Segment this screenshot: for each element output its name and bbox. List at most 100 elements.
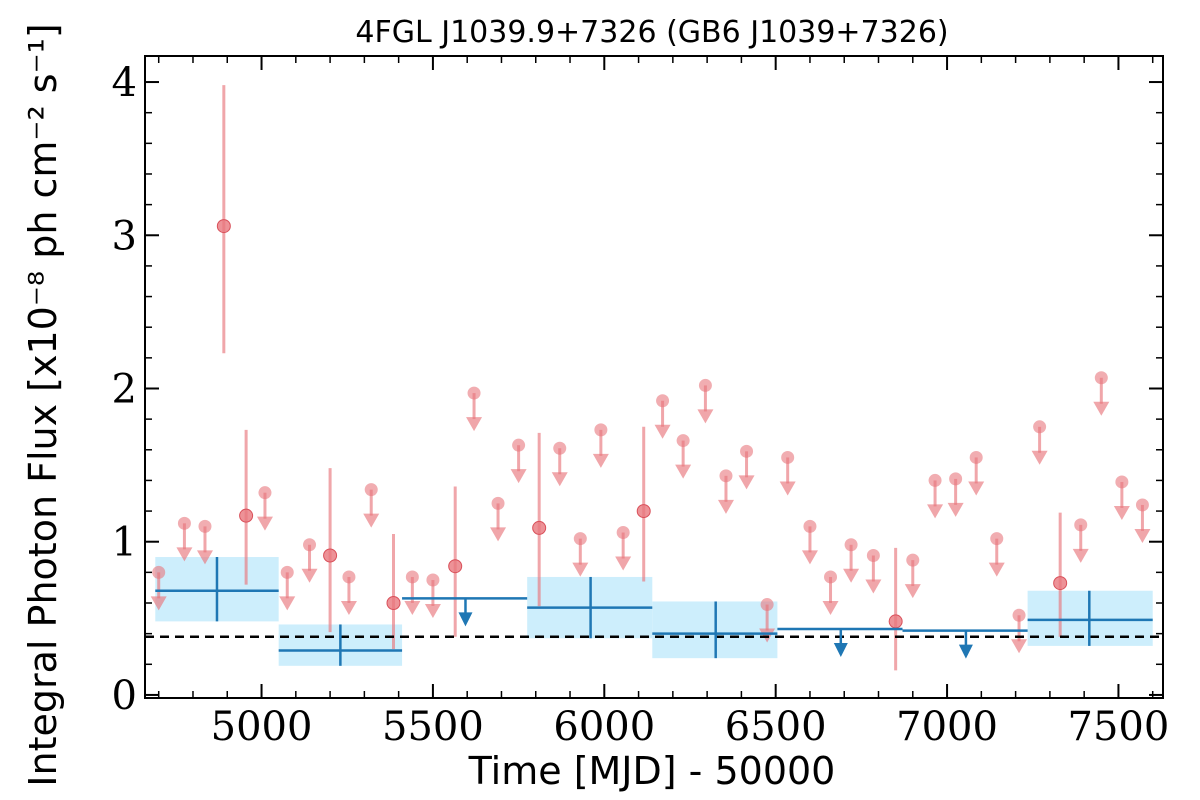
short-bin-point [448, 559, 463, 574]
short-bin-upper-limit-point [258, 486, 272, 500]
short-bin-upper-limit-arrow [466, 417, 483, 432]
long-bin-upper-limit-arrow [833, 643, 848, 658]
short-bin-upper-limit-arrow [822, 600, 839, 615]
short-bin-upper-limit-arrow [551, 472, 568, 487]
short-bin-upper-limit-point [676, 434, 690, 448]
short-bin-upper-limit-point [573, 532, 587, 546]
short-bin-upper-limit-point [949, 472, 963, 486]
x-tick-label: 7000 [896, 704, 998, 750]
axes: 5000 5500 6000 6500 7000 7500 0 1 2 3 4 [112, 55, 1169, 750]
x-tick-label: 5500 [382, 704, 484, 750]
short-bin-upper-limit-point [1135, 498, 1149, 512]
short-bin-upper-limit-point [280, 565, 294, 579]
short-bin-upper-limit-arrow [279, 596, 296, 611]
short-bin-point [888, 614, 903, 629]
short-bin-upper-limit-arrow [675, 464, 692, 479]
short-bin-upper-limit-point [906, 553, 920, 567]
y-tick-label: 4 [112, 60, 137, 106]
y-tick-label: 0 [112, 673, 137, 719]
long-bin-upper-limit-arrow [458, 612, 473, 627]
short-bin-point [216, 219, 231, 234]
short-bin-point [636, 504, 651, 519]
short-bin-upper-limit-point [1094, 371, 1108, 385]
short-bin-upper-limit-point [740, 444, 754, 458]
short-bin-upper-limit-arrow [717, 499, 734, 514]
short-bin-upper-limit-point [928, 473, 942, 487]
short-bin-point [1053, 576, 1068, 591]
short-bin-upper-limit-arrow [697, 409, 714, 424]
short-bin-upper-limit-arrow [801, 550, 818, 565]
short-bin-point [386, 596, 401, 611]
short-bin-upper-limit-point [512, 438, 526, 452]
short-bin-upper-limit-point [803, 519, 817, 533]
short-bin-upper-limit-point [594, 423, 608, 437]
chart-title: 4FGL J1039.9+7326 (GB6 J1039+7326) [355, 15, 948, 50]
y-tick-label: 2 [112, 366, 137, 412]
short-bin-upper-limit-point [1033, 420, 1047, 434]
short-bin-upper-limit-arrow [947, 502, 964, 517]
short-bin-upper-limit-point [198, 519, 212, 533]
short-bin-upper-limit-arrow [988, 562, 1005, 577]
short-bin-upper-limit-point [616, 526, 630, 540]
short-bin-upper-limit-arrow [363, 513, 380, 528]
plot-frame [144, 55, 1164, 699]
x-axis-label: Time [MJD] - 50000 [468, 749, 836, 793]
short-bin-upper-limit-point [1115, 475, 1129, 489]
short-bin-upper-limit-arrow [592, 453, 609, 468]
short-bin-upper-limit-arrow [865, 579, 882, 594]
short-bin-upper-limit-point [719, 469, 733, 483]
short-bin-upper-limit-arrow [927, 504, 944, 519]
short-bin-upper-limit-point [405, 570, 419, 584]
short-bin-upper-limit-point [364, 483, 378, 497]
short-bin-upper-limit-point [491, 496, 505, 510]
long-bin-upper-limit-arrow [958, 644, 973, 659]
short-bin-point [532, 520, 547, 535]
short-bin-upper-limit-arrow [968, 481, 985, 496]
short-bin-upper-limit-point [781, 450, 795, 464]
short-bin-upper-limit-arrow [654, 424, 671, 439]
short-bin-upper-limit-arrow [301, 568, 318, 583]
plot-area [145, 85, 1163, 671]
short-bin-upper-limit-arrow [779, 481, 796, 496]
short-bin-upper-limit-point [152, 565, 166, 579]
short-bin-upper-limit-arrow [176, 547, 193, 562]
y-axis-label: Integral Photon Flux [x10⁻⁸ ph cm⁻² s⁻¹] [21, 23, 65, 786]
short-bin-upper-limit-arrow [904, 584, 921, 599]
y-tick-label: 1 [112, 520, 137, 566]
short-bin-upper-limit-arrow [510, 469, 527, 484]
short-bin-upper-limit-point [760, 598, 774, 612]
short-bin-upper-limit-arrow [1072, 548, 1089, 563]
x-tick-label: 6500 [725, 704, 827, 750]
short-bin-upper-limit-arrow [424, 604, 441, 619]
short-bin-upper-limit-arrow [843, 568, 860, 583]
short-bin-upper-limit-arrow [1011, 639, 1028, 654]
short-bin-upper-limit-point [990, 532, 1004, 546]
short-bin-upper-limit-point [426, 573, 440, 587]
short-bin-point [323, 548, 338, 563]
short-bin-upper-limit-point [866, 549, 880, 563]
short-bin-upper-limit-arrow [1093, 401, 1110, 416]
short-bin-upper-limit-arrow [256, 516, 273, 531]
x-tick-label: 6000 [553, 704, 655, 750]
short-bin-upper-limit-arrow [1113, 505, 1130, 520]
x-tick-label: 5000 [211, 704, 313, 750]
short-bin-upper-limit-point [1074, 518, 1088, 532]
short-bin-upper-limit-point [467, 386, 481, 400]
short-bin-upper-limit-arrow [1134, 528, 1151, 543]
short-bin-upper-limit-arrow [340, 600, 357, 615]
short-bin-upper-limit-point [1012, 608, 1026, 622]
short-bin-upper-limit-point [698, 378, 712, 392]
y-tick-label: 3 [112, 213, 137, 259]
short-bin-upper-limit-arrow [738, 475, 755, 490]
short-bin-upper-limit-arrow [615, 556, 632, 571]
short-bin-upper-limit-point [177, 516, 191, 530]
short-bin-upper-limit-arrow [572, 562, 589, 577]
short-bin-upper-limit-point [844, 538, 858, 552]
short-bin-upper-limit-point [969, 450, 983, 464]
short-bin-upper-limit-point [303, 538, 317, 552]
short-bin-upper-limit-arrow [404, 600, 421, 615]
short-bin-upper-limit-arrow [1031, 450, 1048, 465]
short-bin-upper-limit-arrow [196, 550, 213, 565]
short-bin-upper-limit-point [342, 570, 356, 584]
